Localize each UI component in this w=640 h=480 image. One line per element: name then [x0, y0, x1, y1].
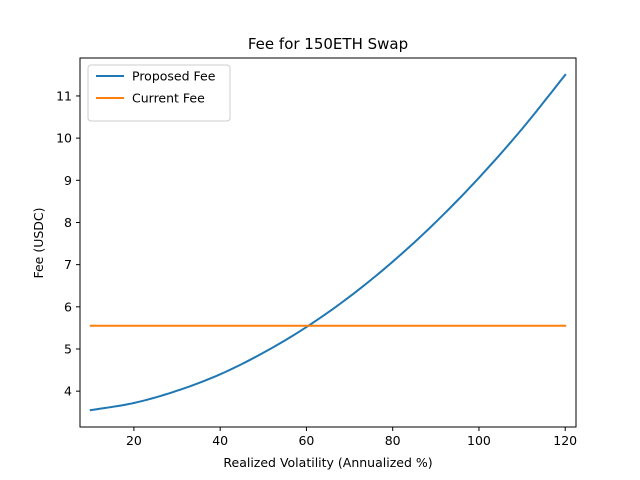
y-axis-label: Fee (USDC) [31, 207, 46, 278]
x-tick-label: 120 [553, 433, 577, 448]
legend-label-proposed-fee: Proposed Fee [132, 69, 216, 84]
legend: Proposed Fee Current Fee [87, 64, 231, 122]
y-tick-label: 9 [64, 173, 72, 188]
series-line-proposed-fee [89, 73, 567, 412]
axes-frame [79, 57, 577, 428]
y-tick-label: 7 [64, 257, 72, 272]
y-tick-label: 5 [64, 341, 72, 356]
y-tick-label: 4 [64, 384, 72, 399]
y-tick-label: 10 [56, 131, 72, 146]
legend-box [87, 64, 231, 122]
y-tick-label: 8 [64, 215, 72, 230]
plot-area: 20 40 60 80 100 120 4 5 6 7 8 9 10 11 [56, 57, 577, 448]
y-tick-label: 6 [64, 299, 72, 314]
x-tick-label: 80 [385, 433, 401, 448]
x-tick-label: 40 [212, 433, 228, 448]
x-tick-label: 60 [298, 433, 314, 448]
x-tick-label: 100 [467, 433, 491, 448]
y-tick-label: 11 [56, 88, 72, 103]
x-tick-label: 20 [126, 433, 142, 448]
legend-label-current-fee: Current Fee [132, 91, 205, 106]
x-axis-label: Realized Volatility (Annualized %) [223, 455, 432, 470]
chart-title: Fee for 150ETH Swap [248, 35, 408, 53]
